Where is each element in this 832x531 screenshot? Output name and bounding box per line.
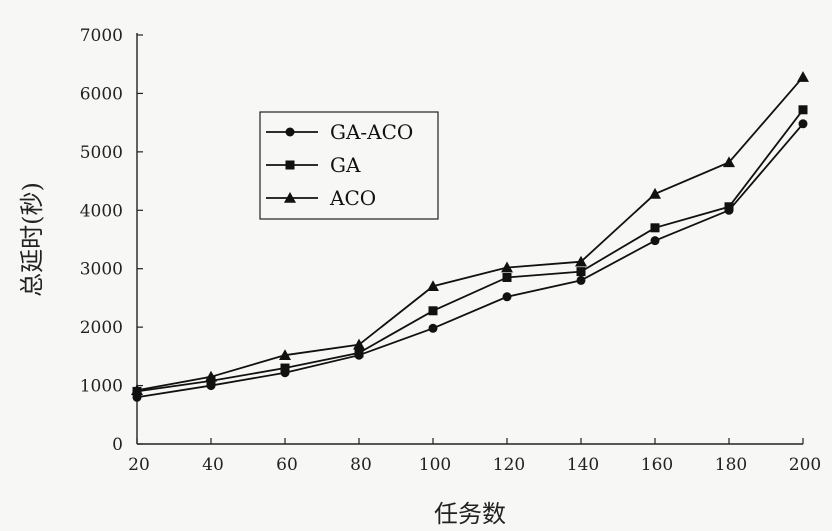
- y-tick-label: 3000: [80, 260, 123, 280]
- series-aco: [131, 71, 809, 396]
- data-point-ga: [354, 348, 364, 358]
- data-point-ga-aco: [650, 236, 660, 246]
- x-tick-label: 140: [567, 455, 599, 475]
- legend: GA-ACO GA ACO: [259, 111, 439, 220]
- data-point-ga: [428, 306, 438, 316]
- series-ga-aco: [132, 119, 808, 402]
- data-point-aco: [649, 187, 661, 199]
- data-point-aco: [797, 71, 809, 82]
- data-point-ga-aco: [502, 292, 512, 302]
- data-point-ga: [724, 202, 734, 212]
- y-tick-label: 2000: [80, 318, 123, 338]
- y-tick-label: 1000: [80, 377, 123, 397]
- x-tick-label: 80: [350, 455, 372, 475]
- data-point-ga-aco: [576, 275, 586, 285]
- series-ga: [132, 105, 808, 396]
- series-line-aco: [136, 76, 804, 392]
- y-tick-label: 7000: [80, 26, 123, 46]
- axes: 0 1000 2000 3000 4000 5000 6000 7000 20 40 60 80 100…: [80, 26, 821, 475]
- series-line-ga: [136, 109, 804, 393]
- x-tick-label: 200: [789, 455, 821, 475]
- data-point-aco: [427, 280, 439, 292]
- x-tick-label: 40: [202, 455, 224, 475]
- y-tick-label: 4000: [80, 201, 123, 221]
- data-point-aco: [575, 255, 587, 267]
- legend-label-ga-aco: GA-ACO: [330, 120, 413, 144]
- y-tick-label: 6000: [80, 84, 123, 104]
- series-line-ga-aco: [136, 123, 804, 399]
- x-axis-title: 任务数: [434, 500, 506, 528]
- data-point-ga: [280, 363, 290, 373]
- series-layer: [131, 71, 809, 402]
- legend-marker-aco: [284, 192, 296, 203]
- x-tick-label: 180: [715, 455, 747, 475]
- x-tick-label: 100: [419, 455, 451, 475]
- data-point-ga: [576, 267, 586, 277]
- data-point-ga-aco: [428, 323, 438, 333]
- data-point-ga: [650, 223, 660, 233]
- x-tick-label: 20: [128, 455, 150, 475]
- data-point-aco: [353, 338, 365, 350]
- y-tick-label: 5000: [80, 143, 123, 163]
- data-point-aco: [131, 384, 143, 396]
- data-point-ga: [502, 272, 512, 282]
- x-tick-label: 120: [493, 455, 525, 475]
- y-axis-title: 总延时(秒): [18, 182, 46, 297]
- data-point-aco: [723, 156, 735, 168]
- data-point-aco: [501, 261, 513, 273]
- legend-label-aco: ACO: [329, 186, 376, 210]
- data-point-ga: [798, 105, 808, 115]
- legend-marker-ga-aco: [285, 127, 295, 137]
- data-point-aco: [279, 349, 291, 360]
- data-point-aco: [205, 370, 217, 382]
- x-tick-label: 60: [276, 455, 298, 475]
- y-tick-label: 0: [112, 435, 123, 455]
- data-point-ga-aco: [798, 119, 808, 129]
- legend-marker-ga: [285, 160, 295, 170]
- x-tick-label: 160: [641, 455, 673, 475]
- legend-label-ga: GA: [330, 153, 361, 177]
